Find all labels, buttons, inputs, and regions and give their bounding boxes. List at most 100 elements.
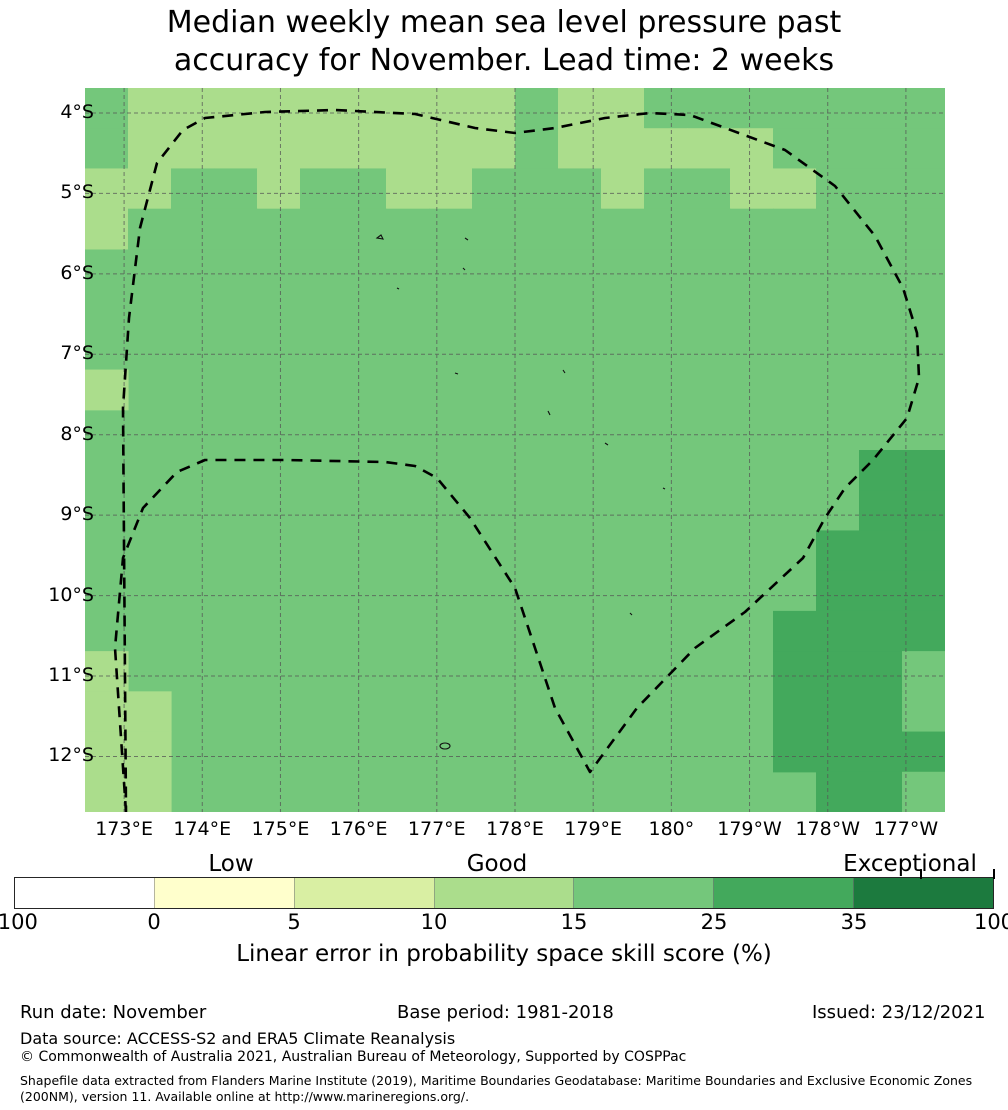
heatmap-cell xyxy=(257,88,301,129)
heatmap-cell xyxy=(515,128,559,170)
heatmap-cell xyxy=(902,771,945,812)
footer-base-period: Base period: 1981-2018 xyxy=(397,1002,614,1023)
heatmap-cells xyxy=(85,88,945,812)
y-axis-tick-label: 9°S xyxy=(60,503,94,526)
heatmap-cell xyxy=(859,128,903,170)
heatmap-svg xyxy=(85,88,945,812)
heatmap-cell xyxy=(902,168,945,210)
heatmap-cell xyxy=(859,88,903,129)
heatmap-cell xyxy=(644,168,688,210)
heatmap-cell xyxy=(859,490,903,532)
x-axis-tick-label: 180° xyxy=(648,818,695,840)
heatmap-cell xyxy=(687,208,731,250)
heatmap-cell xyxy=(859,771,903,812)
heatmap-cell xyxy=(343,168,387,210)
heatmap-cell xyxy=(300,128,344,170)
y-axis-tick-label: 12°S xyxy=(48,744,94,767)
eez-boundary-line xyxy=(113,108,921,812)
heatmap-cell xyxy=(386,208,430,250)
heatmap-cell xyxy=(816,610,860,652)
heatmap-cell xyxy=(85,691,129,733)
y-axis-tick-label: 6°S xyxy=(60,261,94,284)
heatmap-cell xyxy=(214,208,258,250)
heatmap-cell xyxy=(902,731,945,773)
heatmap-cell xyxy=(859,530,903,572)
x-axis-tick-label: 178°W xyxy=(795,818,860,840)
heatmap-cell xyxy=(601,88,645,129)
heatmap-cell xyxy=(257,208,301,250)
heatmap-cell xyxy=(773,128,817,170)
heatmap-cell xyxy=(859,731,903,773)
heatmap-cell xyxy=(902,88,945,129)
heatmap-cell xyxy=(859,450,903,491)
heatmap-cell xyxy=(85,208,129,250)
heatmap-cell xyxy=(171,168,215,210)
heatmap-cell xyxy=(644,128,688,170)
heatmap-cell xyxy=(644,208,688,250)
heatmap-cell xyxy=(515,208,559,250)
y-axis-tick-label: 8°S xyxy=(60,422,94,445)
heatmap-cell xyxy=(128,691,172,733)
heatmap-cell xyxy=(472,208,516,250)
heatmap-cell xyxy=(773,208,817,250)
heatmap-cell xyxy=(859,570,903,612)
heatmap-cell xyxy=(386,168,430,210)
heatmap-cell xyxy=(128,208,172,250)
colorbar-tick-label: -100 xyxy=(0,910,38,934)
y-axis-tick-label: 4°S xyxy=(60,100,94,123)
heatmap-cell xyxy=(859,610,903,652)
heatmap-cell xyxy=(300,88,344,129)
heatmap-cell xyxy=(515,88,559,129)
heatmap-cell xyxy=(601,208,645,250)
colorbar-segment xyxy=(713,878,854,908)
heatmap-cell xyxy=(859,168,903,210)
heatmap-cell xyxy=(902,208,945,250)
heatmap-cell xyxy=(85,128,129,170)
heatmap-cell xyxy=(343,208,387,250)
colorbar-segment xyxy=(15,878,154,908)
heatmap-cell xyxy=(902,128,945,170)
x-axis-tick-label: 174°E xyxy=(173,818,232,840)
heatmap-cell xyxy=(859,651,903,692)
heatmap-cell xyxy=(128,128,172,170)
colorbar-tick-labels: -100 0 5 10 15 25 35 100 xyxy=(0,910,1008,936)
heatmap-cell xyxy=(300,168,344,210)
heatmap-cell xyxy=(773,168,817,210)
colorbar-axis-label: Linear error in probability space skill … xyxy=(236,941,772,967)
heatmap-cell xyxy=(687,128,731,170)
heatmap-cell xyxy=(687,88,731,129)
heatmap-cell xyxy=(773,651,817,692)
colorbar-tick-label: 10 xyxy=(420,910,448,934)
x-axis-tick-label: 177°E xyxy=(407,818,466,840)
heatmap-cell xyxy=(85,88,129,129)
map-plot-area xyxy=(85,88,945,812)
heatmap-cell xyxy=(816,771,860,812)
heatmap-cell xyxy=(171,208,215,250)
footer-issued-date: Issued: 23/12/2021 xyxy=(812,1002,986,1023)
heatmap-cell xyxy=(85,771,129,812)
heatmap-cell xyxy=(816,691,860,733)
heatmap-cell xyxy=(386,88,430,129)
heatmap-cell xyxy=(730,208,774,250)
heatmap-cell xyxy=(816,128,860,170)
colorbar-tick-label: 5 xyxy=(287,910,301,934)
heatmap-cell xyxy=(171,88,215,129)
heatmap-cell xyxy=(558,88,602,129)
heatmap-cell xyxy=(902,530,945,572)
island-outlines xyxy=(375,234,666,750)
colorbar-segment xyxy=(293,878,434,908)
heatmap-cell xyxy=(902,490,945,532)
colorbar xyxy=(14,877,994,909)
colorbar-segment xyxy=(153,878,294,908)
heatmap-cell xyxy=(816,731,860,773)
y-axis-tick-label: 5°S xyxy=(60,181,94,204)
heatmap-cell xyxy=(601,168,645,210)
heatmap-cell xyxy=(472,168,516,210)
colorbar-tick-label: 35 xyxy=(840,910,868,934)
page-title: Median weekly mean sea level pressure pa… xyxy=(166,5,842,78)
heatmap-cell xyxy=(644,88,688,129)
colorbar-tick-mark xyxy=(920,869,922,879)
heatmap-cell xyxy=(859,208,903,250)
x-axis-tick-label: 179°E xyxy=(564,818,623,840)
heatmap-cell xyxy=(816,651,860,692)
